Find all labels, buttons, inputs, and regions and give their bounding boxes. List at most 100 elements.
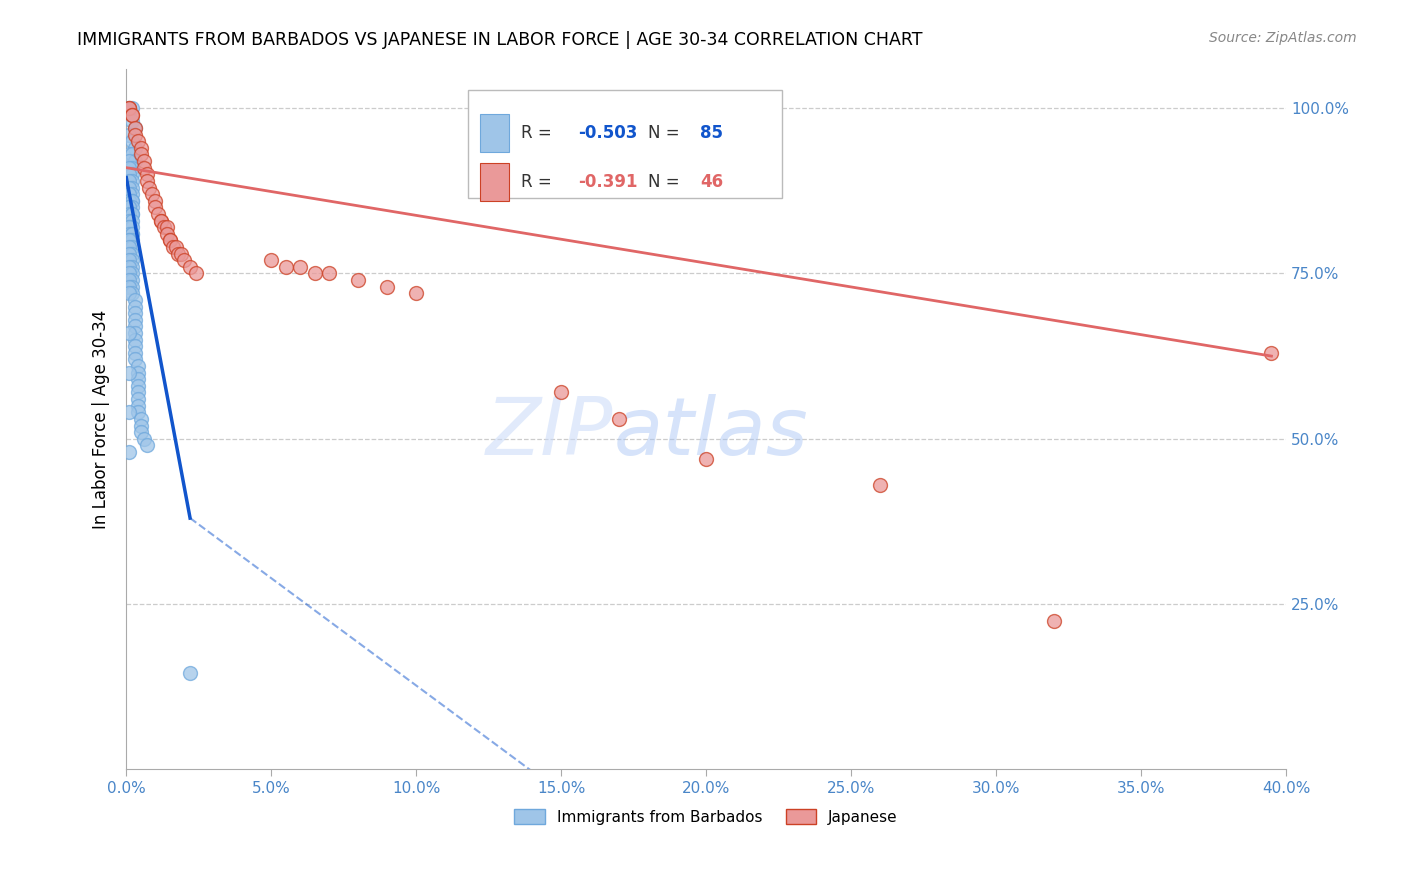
Point (118, 147, 141, 161)
Point (159, 234, 181, 248)
Point (179, 260, 201, 274)
Point (121, 194, 143, 208)
Text: N =: N = (648, 124, 685, 142)
Point (121, 213, 143, 227)
Bar (479, 162, 509, 201)
Point (118, 286, 141, 301)
Point (124, 128, 146, 142)
Y-axis label: In Labor Force | Age 30-34: In Labor Force | Age 30-34 (93, 310, 110, 529)
Text: 46: 46 (700, 173, 724, 191)
Point (121, 246, 143, 260)
Point (124, 306, 146, 320)
Point (127, 366, 149, 380)
Point (135, 167, 157, 181)
Point (141, 187, 163, 202)
Point (118, 180, 141, 194)
Point (121, 114, 143, 128)
Point (304, 267, 326, 281)
Point (1260, 346, 1282, 360)
Point (148, 207, 170, 221)
Point (121, 194, 143, 208)
Point (165, 240, 187, 254)
Point (121, 279, 143, 293)
Point (118, 246, 141, 260)
Point (143, 200, 166, 214)
Point (135, 438, 157, 452)
Legend: Immigrants from Barbados, Japanese: Immigrants from Barbados, Japanese (515, 809, 898, 825)
Point (869, 478, 891, 492)
Point (375, 279, 398, 293)
Point (121, 253, 143, 268)
Point (127, 405, 149, 419)
Point (124, 293, 146, 307)
Point (124, 346, 146, 360)
Point (124, 352, 146, 367)
Point (118, 366, 141, 380)
Point (129, 147, 152, 161)
Point (129, 425, 152, 439)
Point (121, 200, 143, 214)
Point (150, 213, 173, 227)
Point (124, 121, 146, 136)
Point (121, 180, 143, 194)
Point (124, 339, 146, 353)
Point (118, 154, 141, 169)
Point (118, 200, 141, 214)
Point (121, 134, 143, 148)
Point (118, 128, 141, 142)
Point (135, 174, 157, 188)
Point (118, 213, 141, 227)
Point (121, 147, 143, 161)
Point (118, 405, 141, 419)
Point (121, 227, 143, 241)
Text: -0.391: -0.391 (578, 173, 638, 191)
Point (121, 220, 143, 235)
Point (124, 141, 146, 155)
Point (121, 273, 143, 287)
Point (143, 194, 166, 208)
Point (167, 246, 190, 260)
Point (127, 392, 149, 406)
Point (290, 260, 312, 274)
Point (121, 260, 143, 274)
Point (118, 234, 141, 248)
Text: Source: ZipAtlas.com: Source: ZipAtlas.com (1209, 31, 1357, 45)
Point (318, 267, 340, 281)
Point (121, 227, 143, 241)
Point (179, 666, 201, 681)
Point (118, 234, 141, 248)
Point (118, 279, 141, 293)
Point (124, 154, 146, 169)
Text: 85: 85 (700, 124, 723, 142)
Point (121, 174, 143, 188)
Point (118, 326, 141, 340)
Point (121, 267, 143, 281)
Point (118, 273, 141, 287)
Point (118, 220, 141, 235)
Point (118, 101, 141, 115)
Point (695, 451, 717, 466)
Point (129, 412, 152, 426)
Point (156, 227, 179, 241)
Point (124, 121, 146, 136)
Point (118, 445, 141, 459)
Point (405, 286, 427, 301)
Point (127, 134, 149, 148)
Point (118, 167, 141, 181)
Point (118, 101, 141, 115)
Point (121, 108, 143, 122)
Point (118, 253, 141, 268)
Point (150, 213, 173, 227)
Point (173, 253, 195, 268)
Point (550, 385, 572, 400)
Bar (479, 113, 509, 153)
Point (121, 207, 143, 221)
Text: R =: R = (520, 173, 557, 191)
Point (118, 200, 141, 214)
Point (118, 220, 141, 235)
Point (118, 101, 141, 115)
Point (124, 319, 146, 334)
Point (138, 180, 160, 194)
Point (121, 234, 143, 248)
Point (118, 240, 141, 254)
